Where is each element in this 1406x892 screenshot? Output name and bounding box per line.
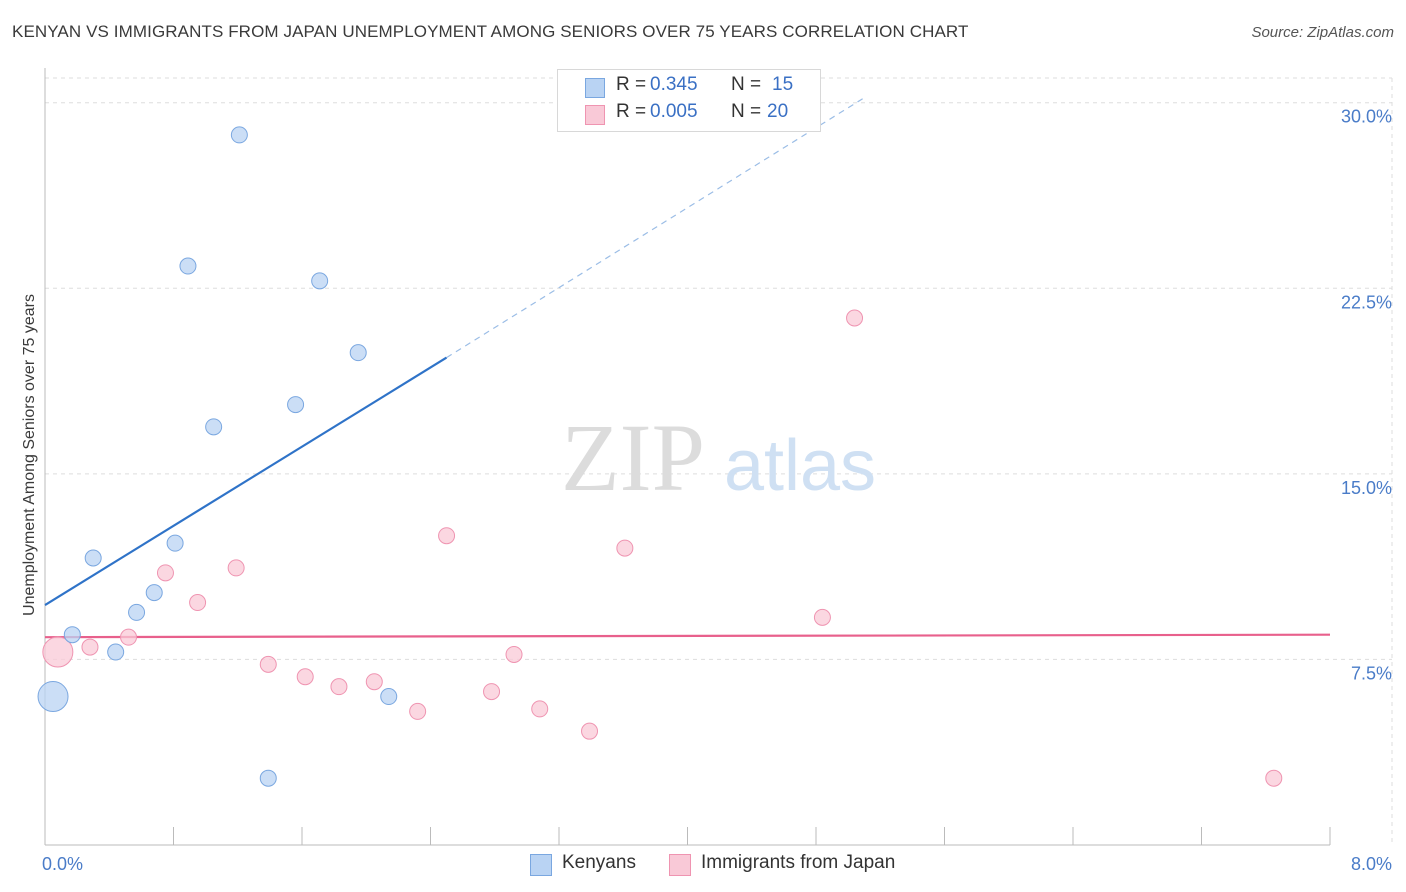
kenyans-legend-label: Kenyans [562, 852, 636, 873]
kenyans-point [179, 257, 197, 275]
japan-point [1265, 769, 1283, 787]
correlation-legend: R = 0.345 N = 15 R = 0.005 N = 20 [557, 69, 821, 132]
watermark: ZIP atlas [561, 404, 876, 511]
japan-point [438, 527, 456, 545]
grid-lines [45, 77, 1393, 845]
japan-point [365, 673, 383, 691]
tick-labels: 7.5% 15.0% 22.5% 30.0% 0.0% 8.0% [42, 107, 1392, 874]
x-tick-label: 0.0% [42, 854, 83, 874]
japan-point [156, 564, 174, 582]
data-points [37, 126, 1283, 787]
kenyans-point [349, 344, 367, 362]
japan-trend-line [44, 633, 1331, 639]
kenyans-point [63, 626, 81, 644]
r-label: R = [616, 101, 647, 122]
japan-r-value: 0.005 [650, 101, 698, 122]
japan-point [189, 594, 207, 612]
axes [44, 68, 1331, 846]
y-tick-label: 22.5% [1341, 292, 1392, 312]
trend-lines [44, 97, 1331, 639]
japan-point [81, 638, 99, 656]
y-tick-label: 7.5% [1351, 663, 1392, 683]
japan-point [813, 608, 831, 626]
watermark-atlas: atlas [724, 426, 876, 506]
japan-point [531, 700, 549, 718]
n-label: N = [731, 74, 762, 95]
source-label: Source: ZipAtlas.com [1251, 24, 1394, 41]
x-tick-label: 8.0% [1351, 854, 1392, 874]
y-tick-label: 30.0% [1341, 107, 1392, 127]
japan-point [846, 309, 864, 327]
japan-point [616, 539, 634, 557]
japan-point [505, 645, 523, 663]
japan-legend-swatch [669, 854, 691, 876]
japan-n-value: 20 [767, 101, 789, 122]
kenyans-trend-extension [446, 97, 865, 359]
japan-point [296, 668, 314, 686]
kenyans-point [107, 643, 125, 661]
japan-point [330, 678, 348, 696]
r-label: R = [616, 74, 647, 95]
kenyans-swatch [585, 78, 605, 98]
n-label: N = [731, 101, 762, 122]
kenyans-point [166, 534, 184, 552]
kenyans-legend-swatch [530, 854, 552, 876]
japan-point [259, 655, 277, 673]
kenyans-r-value: 0.345 [650, 74, 698, 95]
kenyans-point [84, 549, 102, 567]
japan-point [227, 559, 245, 577]
kenyans-point [37, 681, 69, 713]
kenyans-point [287, 396, 305, 414]
japan-point [581, 722, 599, 740]
japan-legend-label: Immigrants from Japan [701, 852, 896, 873]
japan-point [409, 702, 427, 720]
japan-point [483, 683, 501, 701]
japan-point [120, 628, 138, 646]
kenyans-point [380, 688, 398, 706]
kenyans-point [145, 584, 163, 602]
kenyans-point [128, 603, 146, 621]
y-tick-label: 15.0% [1341, 478, 1392, 498]
kenyans-point [230, 126, 248, 144]
kenyans-point [311, 272, 329, 290]
kenyans-point [259, 769, 277, 787]
kenyans-point [205, 418, 223, 436]
kenyans-n-value: 15 [772, 74, 794, 95]
chart-title: KENYAN VS IMMIGRANTS FROM JAPAN UNEMPLOY… [12, 22, 969, 41]
kenyans-trend-line [44, 356, 448, 606]
japan-point [42, 636, 74, 668]
japan-swatch [585, 105, 605, 125]
watermark-zip: ZIP [561, 404, 705, 511]
